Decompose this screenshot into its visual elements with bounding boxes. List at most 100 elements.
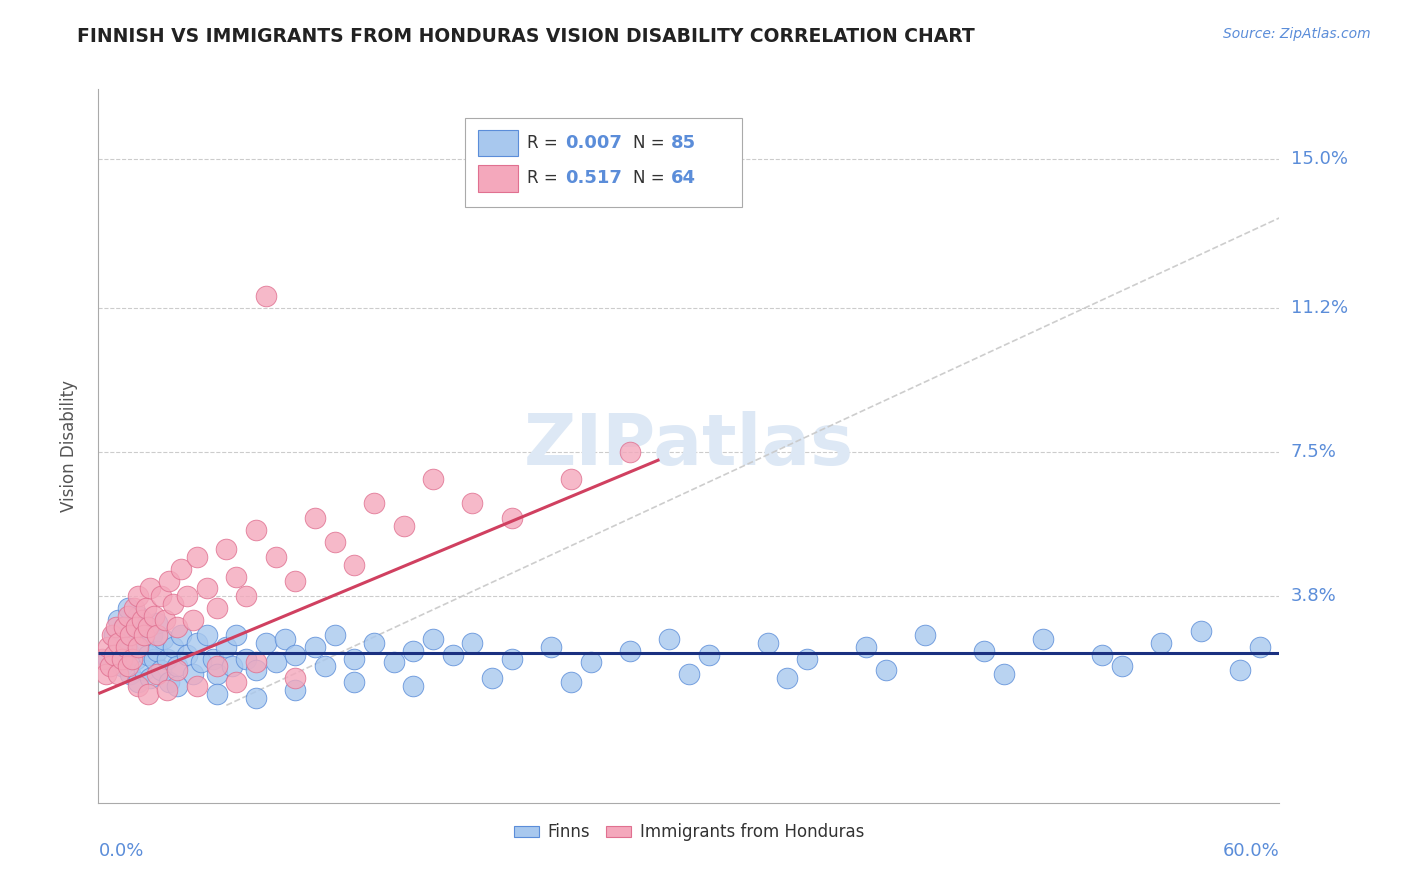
Point	[101, 628, 124, 642]
Point	[422, 472, 444, 486]
Point	[155, 613, 177, 627]
Point	[245, 690, 267, 705]
Point	[107, 667, 129, 681]
Point	[107, 640, 129, 654]
Point	[135, 600, 157, 615]
Point	[103, 648, 125, 662]
Point	[186, 636, 208, 650]
Point	[392, 519, 415, 533]
Point	[1189, 624, 1212, 639]
Point	[91, 651, 114, 665]
Point	[136, 648, 159, 662]
Point	[117, 644, 139, 658]
Point	[245, 663, 267, 677]
Point	[1249, 640, 1271, 654]
Point	[796, 651, 818, 665]
Legend: Finns, Immigrants from Honduras: Finns, Immigrants from Honduras	[508, 817, 870, 848]
Point	[1229, 663, 1251, 677]
Point	[146, 644, 169, 658]
Point	[176, 648, 198, 662]
Point	[146, 628, 169, 642]
Point	[225, 674, 247, 689]
Point	[264, 656, 287, 670]
Point	[127, 608, 149, 623]
Point	[215, 640, 238, 654]
Point	[254, 289, 277, 303]
Point	[141, 628, 163, 642]
Text: 0.007: 0.007	[565, 134, 621, 152]
Point	[776, 671, 799, 685]
Text: 0.517: 0.517	[565, 169, 621, 187]
Point	[1032, 632, 1054, 646]
Y-axis label: Vision Disability: Vision Disability	[59, 380, 77, 512]
Point	[560, 472, 582, 486]
Point	[118, 667, 141, 681]
Point	[166, 679, 188, 693]
Point	[205, 687, 228, 701]
Point	[363, 495, 385, 509]
Text: 0.0%: 0.0%	[98, 842, 143, 860]
Point	[131, 640, 153, 654]
Point	[162, 640, 184, 654]
Point	[170, 562, 193, 576]
Point	[245, 523, 267, 537]
Point	[422, 632, 444, 646]
Point	[136, 687, 159, 701]
Point	[245, 656, 267, 670]
Point	[195, 628, 218, 642]
Point	[855, 640, 877, 654]
Point	[132, 663, 155, 677]
Point	[115, 640, 138, 654]
Point	[166, 663, 188, 677]
Text: N =: N =	[634, 169, 671, 187]
Point	[181, 667, 204, 681]
Point	[304, 511, 326, 525]
Text: 11.2%: 11.2%	[1291, 299, 1348, 317]
Text: 3.8%: 3.8%	[1291, 587, 1336, 605]
Point	[132, 628, 155, 642]
Point	[1150, 636, 1173, 650]
Point	[914, 628, 936, 642]
Point	[157, 674, 180, 689]
Point	[118, 628, 141, 642]
Point	[146, 616, 169, 631]
Point	[264, 550, 287, 565]
Point	[131, 613, 153, 627]
Point	[125, 620, 148, 634]
Point	[121, 651, 143, 665]
Point	[619, 445, 641, 459]
Point	[254, 636, 277, 650]
Point	[181, 613, 204, 627]
Text: Source: ZipAtlas.com: Source: ZipAtlas.com	[1223, 27, 1371, 41]
Point	[205, 659, 228, 673]
Point	[117, 600, 139, 615]
Point	[314, 659, 336, 673]
Text: 85: 85	[671, 134, 696, 152]
Point	[117, 659, 139, 673]
FancyBboxPatch shape	[464, 118, 742, 207]
Text: R =: R =	[527, 169, 564, 187]
Point	[103, 628, 125, 642]
Point	[274, 632, 297, 646]
Point	[235, 651, 257, 665]
Point	[579, 656, 602, 670]
Point	[205, 667, 228, 681]
Point	[156, 651, 179, 665]
Point	[157, 574, 180, 588]
Point	[127, 679, 149, 693]
Point	[323, 628, 346, 642]
Point	[96, 667, 118, 681]
Point	[146, 667, 169, 681]
Point	[501, 651, 523, 665]
Point	[1111, 659, 1133, 673]
Point	[993, 667, 1015, 681]
Point	[756, 636, 779, 650]
Point	[98, 659, 121, 673]
Point	[166, 659, 188, 673]
Point	[142, 651, 165, 665]
Point	[540, 640, 562, 654]
Point	[284, 648, 307, 662]
Point	[221, 659, 243, 673]
Point	[117, 608, 139, 623]
Point	[97, 640, 120, 654]
